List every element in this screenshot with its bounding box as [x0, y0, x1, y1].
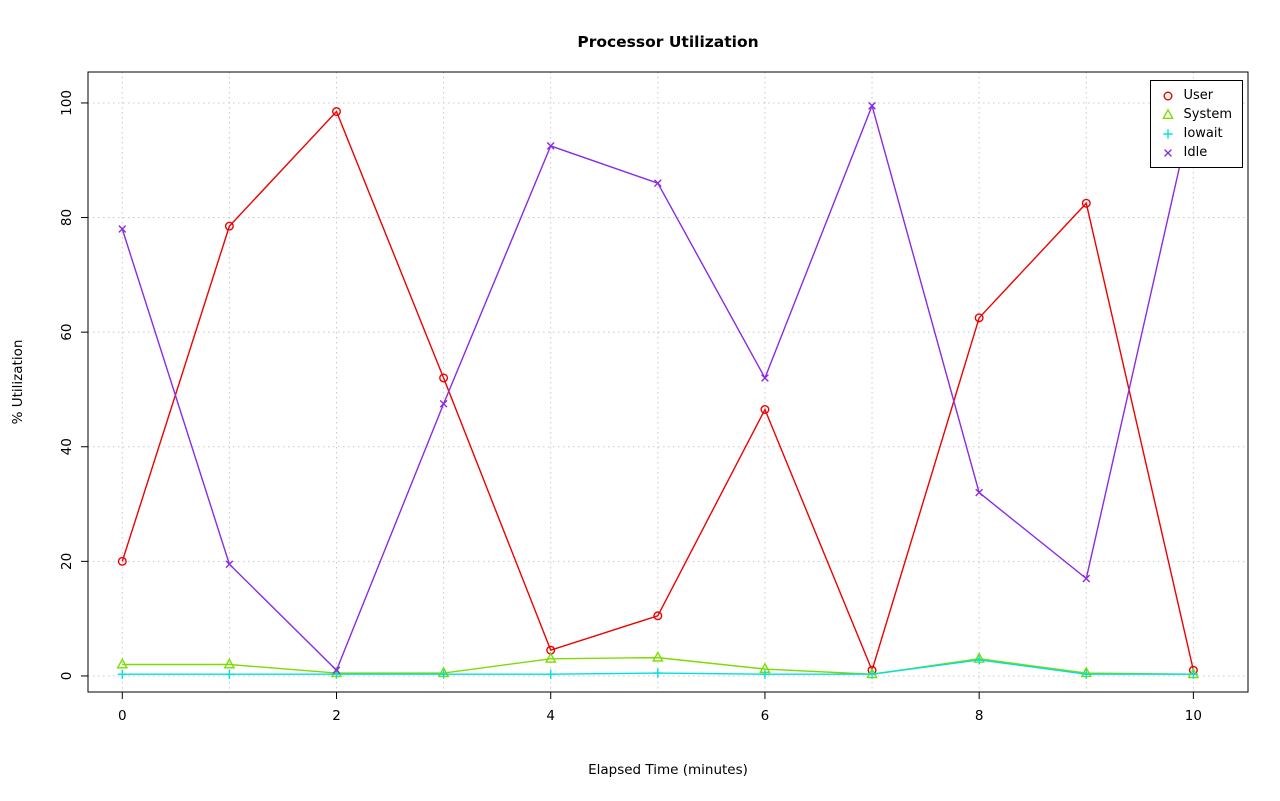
marker-circle: [760, 405, 770, 415]
legend: User System Iowait Idle: [1149, 80, 1243, 168]
marker-circle: [1163, 90, 1173, 100]
marker-triangle: [116, 657, 129, 669]
marker-x: [118, 225, 127, 233]
series-line-system: [122, 656, 1194, 675]
x-tick-label: 2: [332, 708, 341, 724]
marker-plus: [653, 668, 663, 678]
marker-plus: [439, 669, 449, 679]
legend-item-system: System: [1158, 105, 1232, 124]
legend-item-label: System: [1183, 107, 1232, 122]
marker-circle: [117, 556, 127, 566]
legend-item-user: User: [1158, 86, 1232, 105]
y-tick-label: 80: [59, 209, 75, 226]
x-axis-title: Elapsed Time (minutes): [588, 762, 748, 778]
legend-marker-triangle-icon: [1161, 107, 1174, 119]
marker-triangle: [544, 652, 557, 663]
marker-x: [868, 101, 876, 110]
marker-triangle: [1161, 107, 1174, 119]
marker-triangle: [652, 650, 664, 662]
marker-plus: [117, 669, 127, 679]
marker-x: [653, 179, 662, 188]
marker-plus: [867, 669, 877, 679]
legend-marker-plus-icon: [1162, 128, 1173, 139]
marker-x: [225, 560, 234, 569]
marker-x: [1163, 148, 1172, 157]
marker-plus: [760, 669, 770, 679]
y-axis-title: % Utilization: [10, 339, 26, 425]
marker-plus: [974, 655, 984, 665]
y-tick-label: 60: [59, 324, 75, 341]
marker-circle: [974, 313, 984, 323]
marker-plus: [546, 669, 556, 679]
x-tick-label: 0: [118, 708, 127, 724]
legend-item-iowait: Iowait: [1158, 124, 1232, 143]
y-tick-label: 40: [59, 438, 75, 455]
marker-x: [1082, 574, 1091, 583]
x-tick-label: 10: [1185, 708, 1202, 724]
x-tick-label: 4: [546, 708, 555, 724]
marker-x: [439, 399, 448, 408]
marker-triangle: [223, 657, 236, 669]
marker-x: [975, 488, 984, 497]
legend-item-label: User: [1183, 88, 1214, 103]
plot-box: [87, 71, 1249, 693]
legend-marker-x-icon: [1163, 148, 1172, 157]
marker-x: [332, 666, 341, 675]
legend-item-label: Idle: [1183, 145, 1208, 160]
legend-marker-circle-icon: [1163, 90, 1173, 100]
marker-circle: [224, 221, 234, 231]
y-tick-label: 20: [59, 553, 75, 570]
marker-plus: [1162, 128, 1173, 139]
marker-circle: [439, 373, 449, 383]
chart-title: Processor Utilization: [577, 33, 759, 51]
marker-plus: [1081, 669, 1091, 679]
legend-item-idle: Idle: [1158, 143, 1232, 162]
marker-plus: [224, 669, 234, 679]
marker-circle: [1081, 198, 1091, 208]
marker-plus: [1188, 669, 1198, 679]
marker-circle: [653, 611, 663, 621]
series-line-user: [121, 110, 1195, 673]
legend-item-label: Iowait: [1183, 126, 1223, 141]
y-tick-label: 100: [59, 90, 75, 116]
x-tick-label: 8: [975, 708, 984, 724]
y-tick-label: 0: [59, 672, 75, 681]
x-tick-label: 6: [761, 708, 770, 724]
marker-x: [761, 374, 769, 382]
marker-circle: [331, 107, 341, 117]
marker-x: [546, 142, 555, 150]
